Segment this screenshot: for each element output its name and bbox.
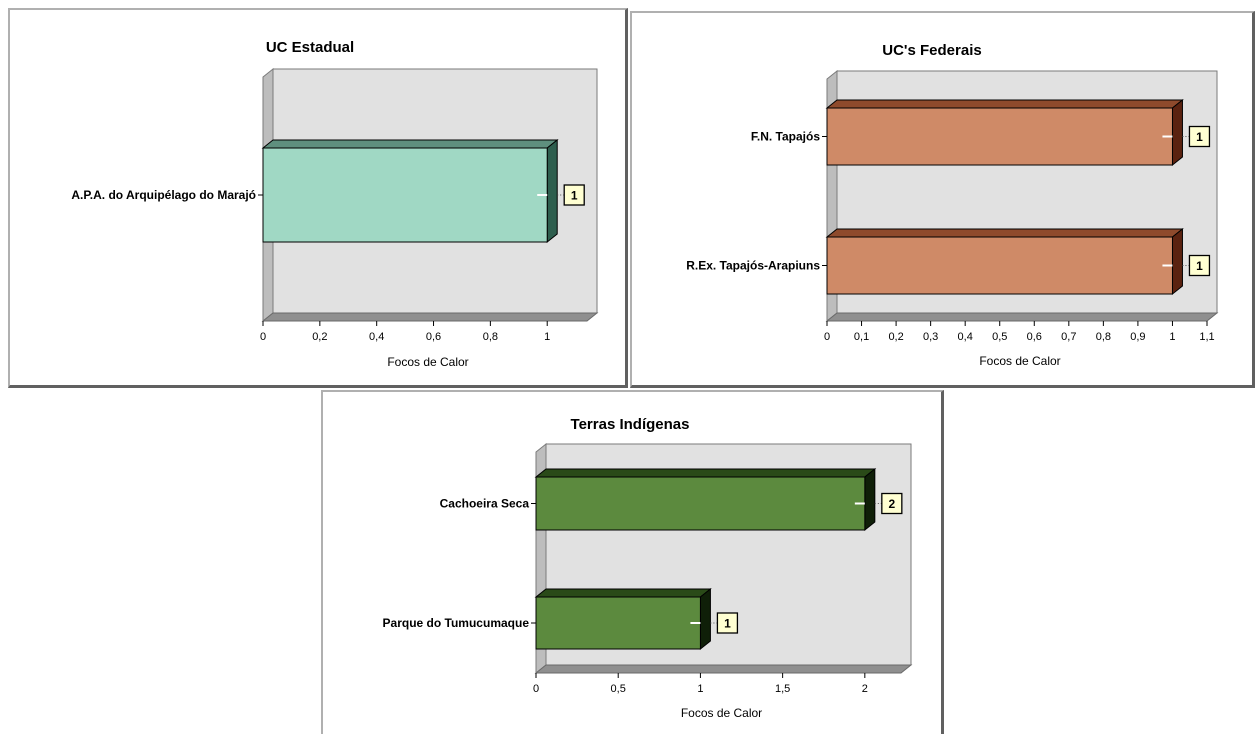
- data-label-0: 2: [888, 497, 895, 511]
- bar-top-0: [825, 99, 1184, 109]
- x-axis-label: Focos de Calor: [681, 706, 762, 720]
- chart-title: Terras Indígenas: [571, 416, 690, 433]
- x-tick-label-1: 0,1: [854, 331, 869, 343]
- data-label-1: 1: [1196, 259, 1203, 273]
- bar-0: [535, 476, 866, 531]
- plot-floor: [534, 664, 913, 674]
- plot-floor: [825, 312, 1219, 322]
- x-tick-label-3: 0,6: [426, 331, 441, 343]
- x-tick-label-6: 0,6: [1027, 331, 1042, 343]
- x-tick-label-5: 0,5: [992, 331, 1007, 343]
- bar-top-1: [825, 228, 1184, 238]
- data-label-box-1: [716, 612, 739, 634]
- category-label-1: R.Ex. Tapajós-Arapiuns: [686, 259, 820, 273]
- chart-panel-terras-indigenas: Terras Indígenas Cachoeira Seca 2 Parque do…: [321, 390, 944, 734]
- x-tick-label-4: 2: [862, 683, 868, 695]
- chart-title: UC's Federais: [882, 42, 981, 59]
- chart-panel-uc-estadual: UC Estadual A.P.A. do Arquipélago do Mara…: [8, 8, 628, 388]
- category-label-0: Cachoeira Seca: [440, 497, 530, 511]
- bar-top-1: [534, 588, 712, 598]
- x-tick-label-0: 0: [533, 683, 539, 695]
- x-tick-label-10: 1: [1169, 331, 1175, 343]
- x-tick-label-0: 0: [824, 331, 830, 343]
- chart-uc-federais: UC's Federais F.N. Tapajós 1 R.Ex. Tapajós-…: [686, 42, 1219, 368]
- data-label-0: 1: [1196, 130, 1203, 144]
- category-label-0: A.P.A. do Arquipélago do Marajó: [71, 188, 256, 202]
- x-tick-label-5: 1: [544, 331, 550, 343]
- plot-floor: [261, 312, 599, 322]
- x-tick-label-11: 1,1: [1199, 331, 1214, 343]
- chart-uc-estadual: UC Estadual A.P.A. do Arquipélago do Mara…: [71, 39, 599, 369]
- x-tick-label-3: 1,5: [775, 683, 790, 695]
- bar-0: [826, 107, 1173, 166]
- x-tick-label-7: 0,7: [1061, 331, 1076, 343]
- bar-1: [826, 236, 1173, 295]
- bar-top-0: [534, 468, 877, 478]
- x-tick-label-4: 0,8: [483, 331, 498, 343]
- data-label-box-0: [563, 184, 585, 206]
- bar-0: [262, 147, 548, 243]
- x-tick-label-1: 0,2: [312, 331, 327, 343]
- category-label-0: F.N. Tapajós: [751, 130, 820, 144]
- bar-side-0: [546, 138, 558, 244]
- bar-side-1: [1171, 227, 1183, 296]
- data-label-1: 1: [724, 617, 731, 631]
- x-tick-label-8: 0,8: [1096, 331, 1111, 343]
- data-label-box-0: [881, 492, 903, 515]
- x-tick-label-2: 0,4: [369, 331, 384, 343]
- x-tick-label-4: 0,4: [958, 331, 973, 343]
- x-tick-label-3: 0,3: [923, 331, 938, 343]
- data-label-box-0: [1188, 125, 1211, 148]
- data-label-0: 1: [571, 189, 578, 203]
- x-tick-label-9: 0,9: [1130, 331, 1145, 343]
- data-label-box-1: [1188, 254, 1211, 277]
- bar-side-0: [864, 467, 876, 532]
- chart-panel-uc-federais: UC's Federais F.N. Tapajós 1 R.Ex. Tapajós-…: [630, 11, 1255, 388]
- bar-1: [535, 596, 701, 650]
- x-axis-label: Focos de Calor: [387, 355, 468, 369]
- x-tick-label-0: 0: [260, 331, 266, 343]
- x-tick-label-2: 0,2: [888, 331, 903, 343]
- bar-side-1: [699, 587, 711, 651]
- category-label-1: Parque do Tumucumaque: [383, 616, 530, 630]
- x-tick-label-2: 1: [697, 683, 703, 695]
- x-axis-label: Focos de Calor: [979, 354, 1060, 368]
- x-tick-label-1: 0,5: [611, 683, 626, 695]
- bar-top-0: [261, 139, 559, 149]
- chart-title: UC Estadual: [266, 39, 354, 56]
- bar-side-0: [1171, 98, 1183, 167]
- chart-terras-indigenas: Terras Indígenas Cachoeira Seca 2 Parque do…: [383, 416, 913, 720]
